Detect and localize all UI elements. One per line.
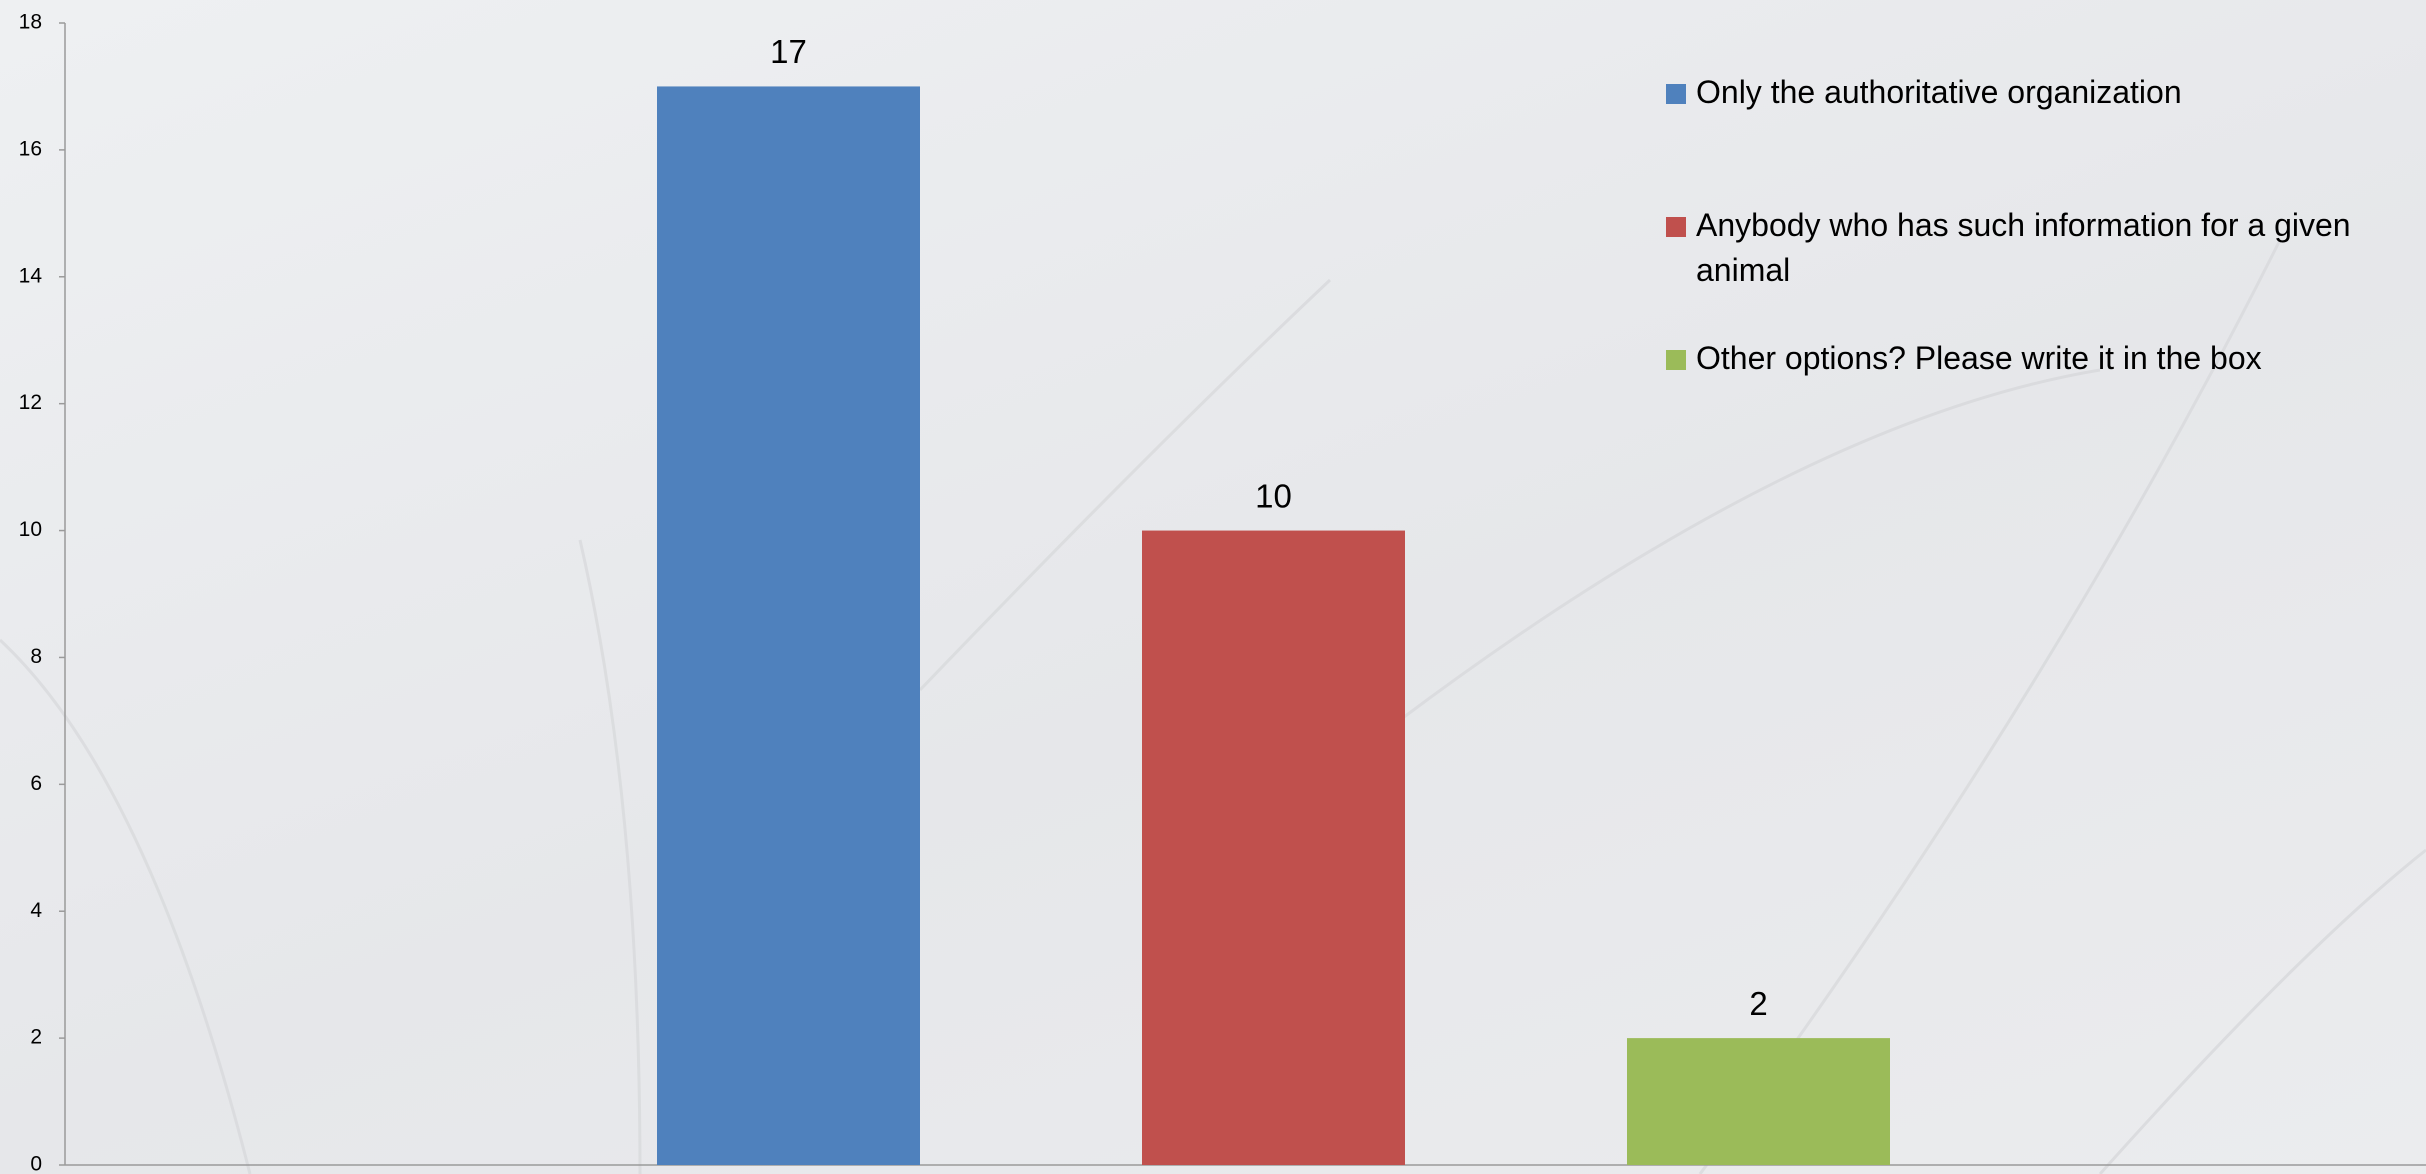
bar bbox=[657, 86, 920, 1165]
legend-label: Other options? Please write it in the bo… bbox=[1696, 340, 2262, 376]
legend-swatch bbox=[1666, 84, 1686, 104]
y-tick-label: 16 bbox=[19, 137, 42, 160]
bar bbox=[1627, 1038, 1890, 1165]
y-tick-label: 6 bbox=[30, 772, 42, 795]
legend: Only the authoritative organization Anybo… bbox=[1662, 70, 2422, 469]
y-tick-label: 10 bbox=[19, 518, 42, 541]
value-label: 10 bbox=[1255, 477, 1292, 514]
grass-blade bbox=[1698, 239, 2282, 1174]
y-tick-label: 12 bbox=[19, 391, 42, 414]
grass-blade bbox=[1399, 368, 2101, 722]
grass-blade bbox=[0, 638, 252, 1174]
y-tick-label: 2 bbox=[30, 1026, 42, 1049]
grass-blade bbox=[578, 539, 642, 1174]
grass-blade bbox=[2098, 848, 2426, 1174]
legend-label: Only the authoritative organization bbox=[1696, 74, 2182, 110]
y-tick-label: 4 bbox=[30, 899, 42, 922]
legend-entry: Only the authoritative organization bbox=[1662, 70, 2422, 115]
legend-entry: Anybody who has such information for a g… bbox=[1662, 203, 2422, 293]
bar bbox=[1142, 530, 1405, 1165]
y-tick-label: 18 bbox=[19, 11, 42, 34]
legend-entry: Other options? Please write it in the bo… bbox=[1662, 336, 2422, 381]
legend-label: Anybody who has such information for a g… bbox=[1696, 207, 2351, 288]
legend-swatch bbox=[1666, 350, 1686, 370]
value-label: 17 bbox=[770, 33, 807, 70]
y-tick-label: 14 bbox=[19, 264, 43, 287]
y-tick-label: 8 bbox=[30, 645, 42, 668]
grass-blade bbox=[918, 278, 1332, 692]
background-grass bbox=[0, 239, 2426, 1174]
value-label: 2 bbox=[1749, 985, 1767, 1022]
legend-swatch bbox=[1666, 217, 1686, 237]
y-tick-label: 0 bbox=[30, 1153, 42, 1174]
